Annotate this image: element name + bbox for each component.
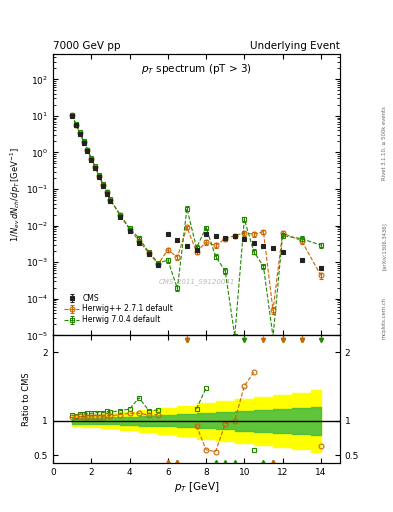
Text: Underlying Event: Underlying Event [250,41,340,51]
Text: $p_T$ spectrum (pT > 3): $p_T$ spectrum (pT > 3) [141,62,252,76]
Text: mcplots.cern.ch: mcplots.cern.ch [382,296,387,338]
Legend: CMS, Herwig++ 2.7.1 default, Herwig 7.0.4 default: CMS, Herwig++ 2.7.1 default, Herwig 7.0.… [62,292,175,326]
X-axis label: $p_T$ [GeV]: $p_T$ [GeV] [174,480,219,494]
Text: CMS_2011_S9120041: CMS_2011_S9120041 [158,278,235,285]
Text: [arXiv:1306.3436]: [arXiv:1306.3436] [382,222,387,270]
Y-axis label: $1/N_{ev}\,dN_{ch}/dp_T\,[\mathrm{GeV}^{-1}]$: $1/N_{ev}\,dN_{ch}/dp_T\,[\mathrm{GeV}^{… [9,147,23,242]
Text: Rivet 3.1.10, ≥ 500k events: Rivet 3.1.10, ≥ 500k events [382,106,387,180]
Y-axis label: Ratio to CMS: Ratio to CMS [22,373,31,426]
Text: 7000 GeV pp: 7000 GeV pp [53,41,121,51]
